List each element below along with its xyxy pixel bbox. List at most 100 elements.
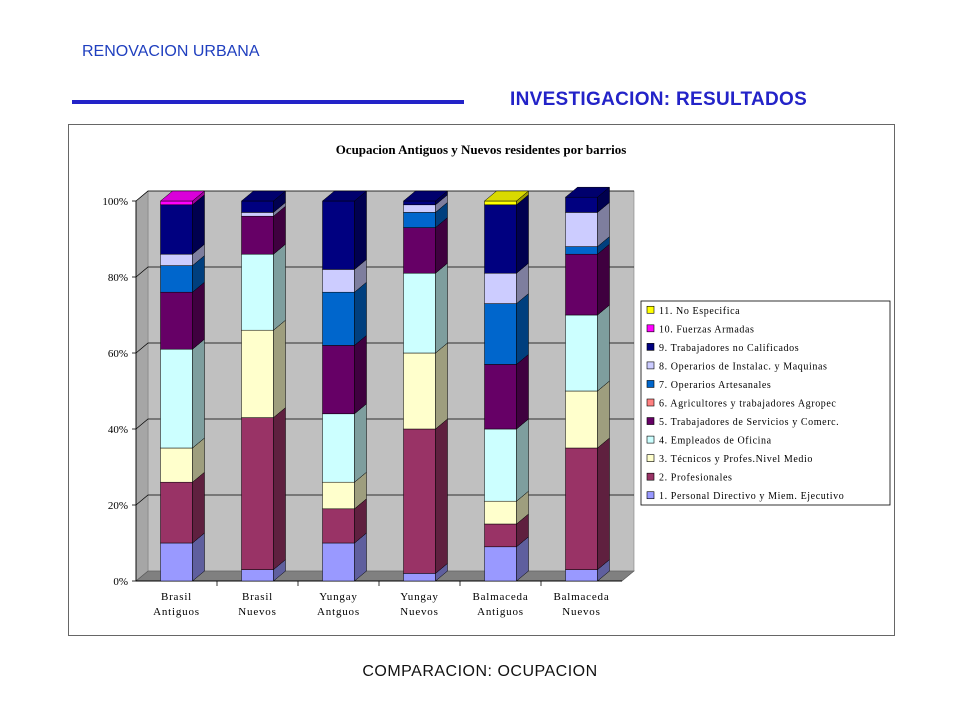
legend-swatch — [646, 472, 655, 481]
legend-entry: 6. Agricultores y trabajadores Agropec — [659, 399, 836, 410]
x-tick-label: Nuevos — [562, 606, 600, 618]
bar-segment — [241, 417, 274, 570]
bar-segment-side — [273, 243, 286, 331]
bar-segment-side — [597, 304, 610, 392]
bar-segment — [403, 428, 436, 574]
bar-segment — [160, 253, 193, 266]
bar-segment — [241, 200, 274, 213]
legend-swatch — [646, 435, 655, 444]
bar-segment — [160, 481, 193, 544]
bar-segment — [160, 291, 193, 350]
bar-segment — [403, 227, 436, 274]
bar-segment — [484, 303, 517, 365]
legend-entry: 10. Fuerzas Armadas — [659, 324, 755, 335]
legend-swatch — [646, 361, 655, 370]
header-rule — [72, 100, 464, 104]
legend-entry: 4. Empleados de Oficina — [659, 436, 772, 447]
bar-segment-side — [597, 380, 610, 449]
x-tick-label: Yungay — [319, 591, 357, 603]
bar-segment-side — [435, 262, 448, 354]
bar-segment — [403, 352, 436, 430]
bar-top — [240, 190, 287, 202]
side-wall — [135, 190, 149, 582]
bar-segment-side — [516, 194, 529, 274]
legend-swatch — [646, 398, 655, 407]
legend-swatch — [646, 454, 655, 462]
bar-segment — [322, 200, 355, 270]
header-right-title: INVESTIGACION: RESULTADOS — [510, 89, 808, 110]
bar-segment — [565, 314, 598, 392]
y-tick-label: 100% — [102, 196, 128, 208]
bar-segment — [565, 390, 598, 449]
bar-segment — [403, 200, 436, 206]
legend-swatch — [646, 343, 655, 351]
bar-top — [321, 190, 368, 202]
bar-segment — [565, 196, 598, 213]
bar-segment — [160, 200, 193, 206]
bar-segment — [565, 253, 598, 316]
bar-segment — [403, 573, 436, 582]
legend-entry: 7. Operarios Artesanales — [659, 380, 771, 391]
floor — [135, 570, 635, 582]
bar-segment — [403, 204, 436, 213]
legend-box — [640, 300, 891, 506]
bar-segment-side — [354, 334, 367, 415]
bar-segment — [403, 272, 436, 354]
bar-segment — [241, 253, 274, 331]
bar-segment-side — [435, 342, 448, 430]
bar-top — [564, 186, 611, 198]
bar-segment — [322, 291, 355, 346]
bar-segment-side — [435, 418, 448, 574]
bar-segment-side — [192, 194, 205, 255]
bar-segment — [160, 542, 193, 582]
bar-segment-side — [192, 338, 205, 449]
footer-caption: COMPARACION: OCUPACION — [362, 663, 598, 680]
bar-segment — [322, 481, 355, 510]
x-tick-label: Balmaceda — [472, 591, 528, 603]
bar-top — [402, 190, 449, 202]
bar-top — [483, 190, 530, 202]
x-tick-label: Brasil — [242, 591, 273, 603]
y-tick-label: 0% — [113, 576, 128, 588]
x-tick-label: Yungay — [400, 591, 438, 603]
bar-segment — [484, 523, 517, 548]
bar-segment-side — [516, 353, 529, 430]
bar-segment — [322, 345, 355, 415]
legend-swatch — [646, 491, 655, 500]
bar-segment — [160, 348, 193, 449]
x-tick-label: Nuevos — [238, 606, 276, 618]
bar-segment — [484, 546, 517, 582]
bar-segment-side — [516, 293, 529, 365]
bar-segment — [403, 212, 436, 228]
bar-segment — [565, 246, 598, 255]
header-left-title: RENOVACION URBANA — [82, 43, 260, 60]
x-tick-label: Antiguos — [477, 606, 524, 618]
bar-segment-side — [597, 437, 610, 571]
bar-segment — [565, 212, 598, 247]
y-tick-label: 80% — [108, 272, 128, 284]
bar-top — [159, 190, 206, 202]
legend-swatch — [646, 324, 655, 333]
bar-segment-side — [354, 403, 367, 483]
chart-title: Ocupacion Antiguos y Nuevos residentes p… — [336, 142, 627, 157]
bar-segment — [484, 200, 517, 206]
legend-swatch — [646, 380, 655, 388]
gridline — [135, 190, 634, 202]
y-tick-label: 20% — [108, 500, 128, 512]
gridline — [135, 494, 634, 506]
bar-segment — [484, 500, 517, 525]
bar-segment — [160, 265, 193, 293]
bar-segment — [484, 272, 517, 304]
x-tick-label: Brasil — [161, 591, 192, 603]
legend-entry: 5. Trabajadores de Servicios y Comerc. — [659, 417, 839, 428]
bar-segment-side — [354, 190, 367, 270]
bar-segment — [241, 569, 274, 582]
bar-segment-side — [273, 407, 286, 571]
bar-segment — [241, 215, 274, 255]
bar-segment — [565, 569, 598, 582]
chart-frame: Ocupacion Antiguos y Nuevos residentes p… — [68, 124, 895, 636]
legend-entry: 11. No Especifica — [659, 306, 740, 317]
bar-segment — [322, 542, 355, 582]
bar-segment — [241, 212, 274, 217]
legend-swatch — [646, 305, 655, 314]
